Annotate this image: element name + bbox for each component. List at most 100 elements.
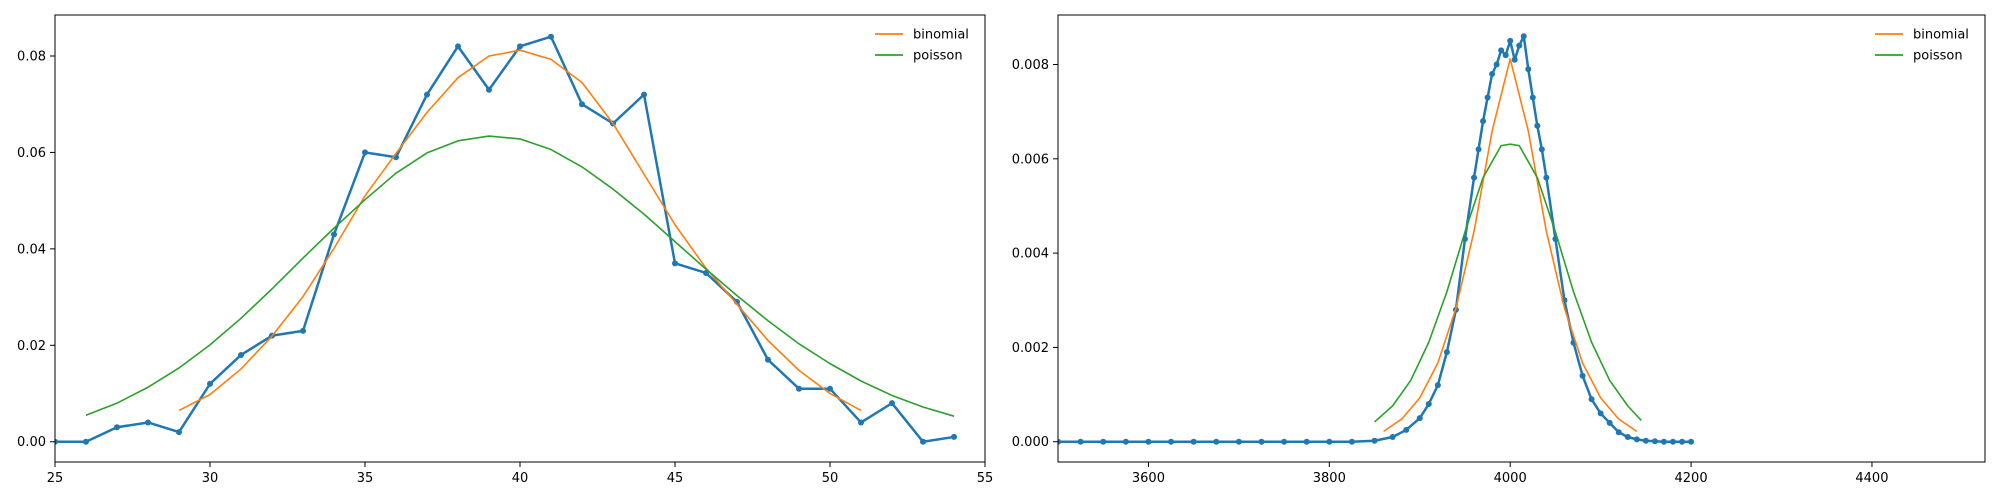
data-point [1606,419,1613,426]
data-point [1534,122,1541,129]
data-point [145,419,151,426]
data-point [1389,434,1396,441]
data-point [1669,438,1676,445]
data-point [1520,33,1527,40]
data-point [703,269,709,276]
y-tick-label: 0.08 [17,49,46,64]
x-tick-label: 4400 [1855,471,1888,486]
data-point [1100,438,1107,445]
x-tick-label: 50 [822,471,839,486]
data-point [1403,426,1410,433]
y-tick-label: 0.006 [1012,152,1049,167]
y-tick-label: 0.00 [17,435,46,450]
data-point [1489,70,1496,77]
data-point [1348,438,1355,445]
data-point [672,260,678,267]
data-point [1480,118,1487,125]
data-point [1434,382,1441,389]
data-point [1326,438,1333,445]
data-point [1213,438,1220,445]
chart-right: 3600 3800 4000 4200 4400 0.000 0.002 0.004 0.006… [1012,14,1986,486]
y-tick-label: 0.008 [1012,58,1049,73]
x-tick-label: 55 [977,471,994,486]
data-point [951,433,957,440]
data-point [331,231,337,238]
x-tick-label: 25 [47,471,64,486]
data-point [796,385,802,392]
data-point [765,356,771,363]
data-point [1502,52,1509,59]
axes-frame [54,14,986,463]
data-point [517,43,523,50]
data-point [1471,174,1478,181]
data-point [1511,56,1518,63]
x-tick-label: 30 [202,471,219,486]
data-point [858,419,864,426]
data-point [83,438,89,445]
x-tick-label: 4000 [1494,471,1527,486]
data-point [1258,438,1265,445]
x-tick-label: 3800 [1313,471,1346,486]
x-tick-label: 35 [357,471,374,486]
data-point [1058,438,1061,445]
y-tick-label: 0.04 [17,242,46,257]
data-point [1651,438,1658,445]
data-point [207,380,213,387]
data-point [1122,438,1129,445]
data-point [1371,437,1378,444]
plot-area [1058,33,1695,445]
y-tick-label: 0.06 [17,146,46,161]
data-point [1529,94,1536,101]
x-tick-label: 40 [512,471,529,486]
data-point [1235,438,1242,445]
binomial-series-line [1383,58,1638,433]
data-point [1425,401,1432,408]
data-point [238,351,244,358]
x-tick-label: 45 [667,471,684,486]
legend-label: poisson [913,49,963,64]
data-point [920,438,926,445]
data-point [1633,436,1640,443]
x-tick-label: 4200 [1675,471,1708,486]
legend-label: binomial [913,28,969,43]
data-point [1281,438,1288,445]
data-point [827,385,833,392]
y-tick-label: 0.004 [1012,247,1049,262]
axes-frame [1057,14,1986,463]
y-tick-label: 0.02 [17,339,46,354]
data-point [1615,429,1622,436]
data-point [55,438,58,445]
binomial-series-line [178,49,862,412]
data-point [548,33,554,40]
data-point [300,327,306,334]
data-point [1443,349,1450,356]
poisson-series-line [85,135,955,417]
x-tick-label: 3600 [1132,471,1165,486]
data-point [1507,37,1514,44]
data-point [641,91,647,98]
data-point [1077,438,1084,445]
y-tick-label: 0.000 [1012,435,1049,450]
data-point [1642,437,1649,444]
data-point [362,149,368,156]
data-point [1493,61,1500,68]
data-point [1416,415,1423,422]
data-point [1543,174,1550,181]
data-point [114,424,120,431]
legend-label: binomial [1913,28,1969,43]
data-point [579,101,585,108]
data-point [1525,66,1532,73]
data-point [1498,47,1505,54]
data-point [1145,438,1152,445]
data-point [1475,146,1482,153]
data-point [1579,372,1586,379]
data-point [1516,42,1523,49]
data-point [455,43,461,50]
data-point [424,91,430,98]
data-point [1688,438,1695,445]
data-point [176,429,182,436]
data-point [1679,438,1686,445]
data-point [1538,146,1545,153]
